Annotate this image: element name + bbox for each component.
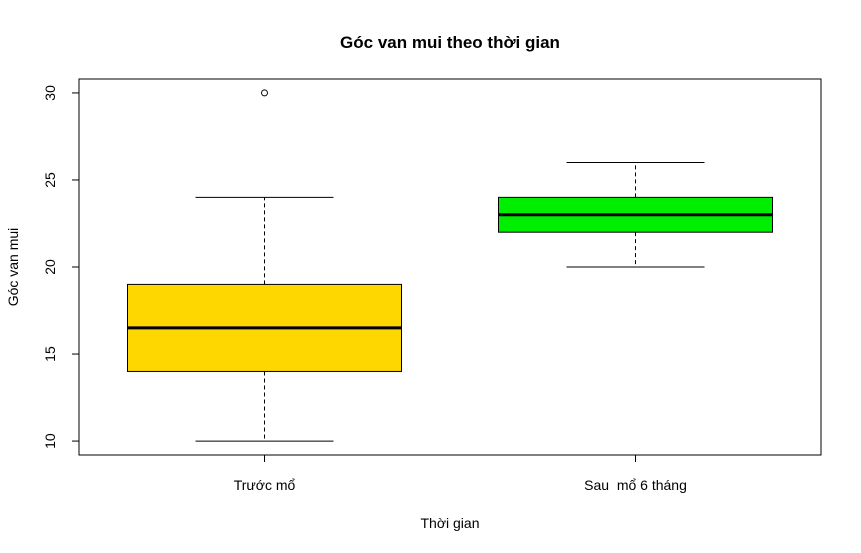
y-tick-label: 20 — [42, 259, 58, 275]
y-tick-label: 25 — [42, 172, 58, 188]
y-tick-label: 10 — [42, 433, 58, 449]
outlier-point — [261, 89, 268, 97]
y-tick-label: 30 — [42, 85, 58, 101]
y-axis-label: Góc van mui — [5, 228, 21, 307]
x-axis-label: Thời gian — [421, 515, 480, 531]
chart-title: Góc van mui theo thời gian — [340, 33, 560, 52]
box-group — [498, 162, 773, 268]
x-axis: Trước mổ Sau mổ 6 tháng — [234, 454, 687, 493]
boxes-layer — [127, 89, 773, 442]
x-tick-label: Sau mổ 6 tháng — [584, 477, 687, 493]
x-tick-label: Trước mổ — [234, 477, 296, 493]
plot-frame — [78, 78, 822, 456]
y-axis: 10 15 20 25 30 — [42, 85, 80, 449]
y-tick-label: 15 — [42, 346, 58, 362]
box-group — [127, 89, 402, 442]
